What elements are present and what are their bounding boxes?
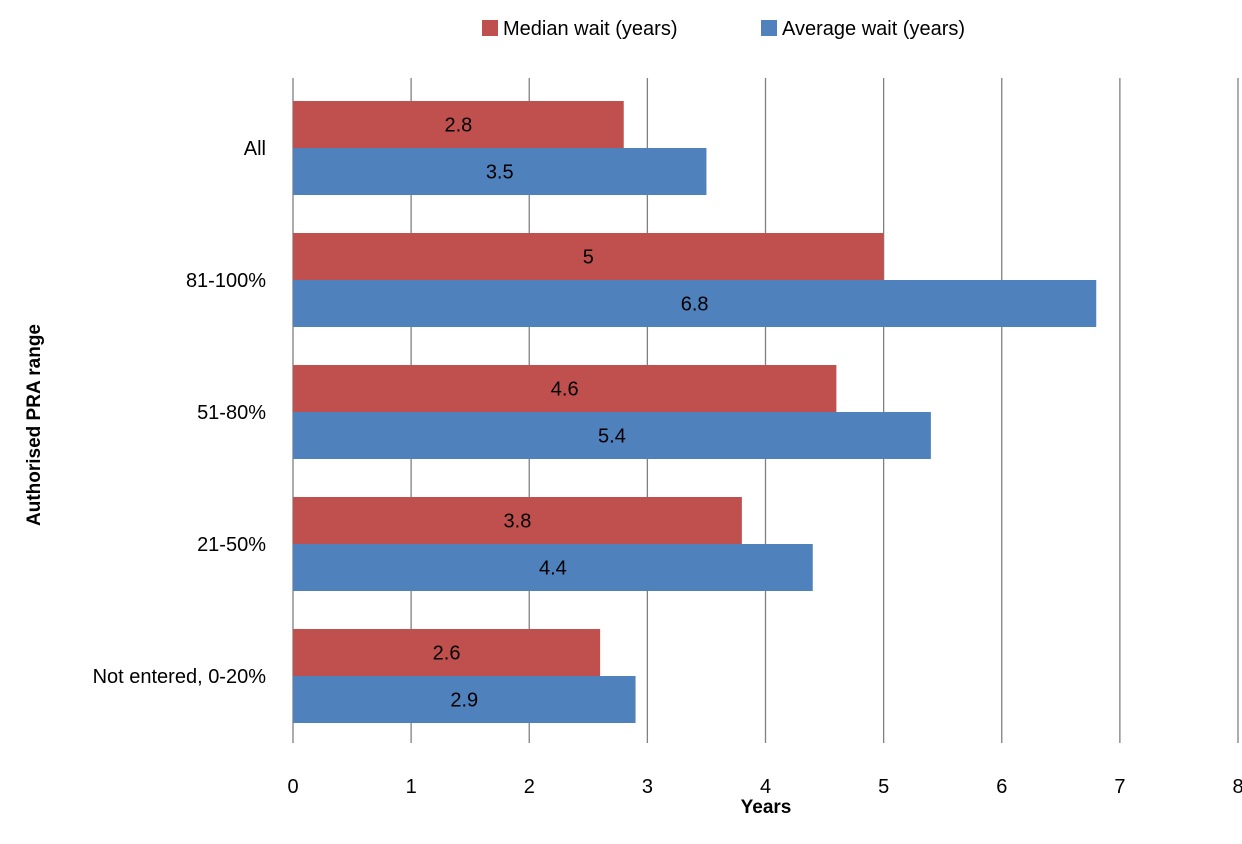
legend-swatch-average [761,20,777,36]
category-labels: Not entered, 0-20% 21-50% 51-80% 81-100% All [93,138,267,688]
x-tick-label: 3 [642,776,653,798]
bar-median [293,365,837,412]
bar-average [293,544,813,591]
category-label: 81-100% [186,270,266,292]
data-label: 2.9 [450,690,478,712]
bar-average [293,148,707,195]
data-label: 4.4 [539,558,567,580]
data-label: 4.6 [551,379,579,401]
x-tick-label: 5 [878,776,889,798]
bar-average [293,412,931,459]
bar-median [293,497,742,544]
category-label: Not entered, 0-20% [93,666,267,688]
data-label: 3.5 [486,162,514,184]
y-axis-title: Authorised PRA range [24,324,45,526]
x-tick-label: 7 [1114,776,1125,798]
data-label: 2.6 [433,643,461,665]
bar-median [293,233,884,280]
x-tick-label: 0 [287,776,298,798]
legend-label-median: Median wait (years) [503,18,678,40]
category-label: All [244,138,266,160]
bar-average [293,676,636,723]
x-tick-label: 8 [1232,776,1242,798]
x-axis-title: Years [741,797,792,818]
bar-median [293,101,624,148]
bar-median [293,629,601,676]
legend: Median wait (years) Average wait (years) [482,18,965,40]
x-tick-label: 1 [406,776,417,798]
category-label: 51-80% [197,402,266,424]
x-tick-label: 2 [524,776,535,798]
bars [293,101,1097,723]
data-label: 5.4 [598,426,626,448]
bar-labels: 2.6 2.9 3.8 4.4 4.6 5.4 5 6.8 2.8 3.5 [433,115,709,712]
x-tick-labels: 0 1 2 3 4 5 6 7 8 [287,776,1242,798]
data-label: 2.8 [444,115,472,137]
bar-average [293,280,1097,327]
category-label: 21-50% [197,534,266,556]
data-label: 5 [583,247,594,269]
x-tick-label: 4 [760,776,771,798]
data-label: 3.8 [504,511,532,533]
data-label: 6.8 [681,294,709,316]
legend-swatch-median [482,20,498,36]
legend-label-average: Average wait (years) [782,18,965,40]
x-tick-label: 6 [996,776,1007,798]
